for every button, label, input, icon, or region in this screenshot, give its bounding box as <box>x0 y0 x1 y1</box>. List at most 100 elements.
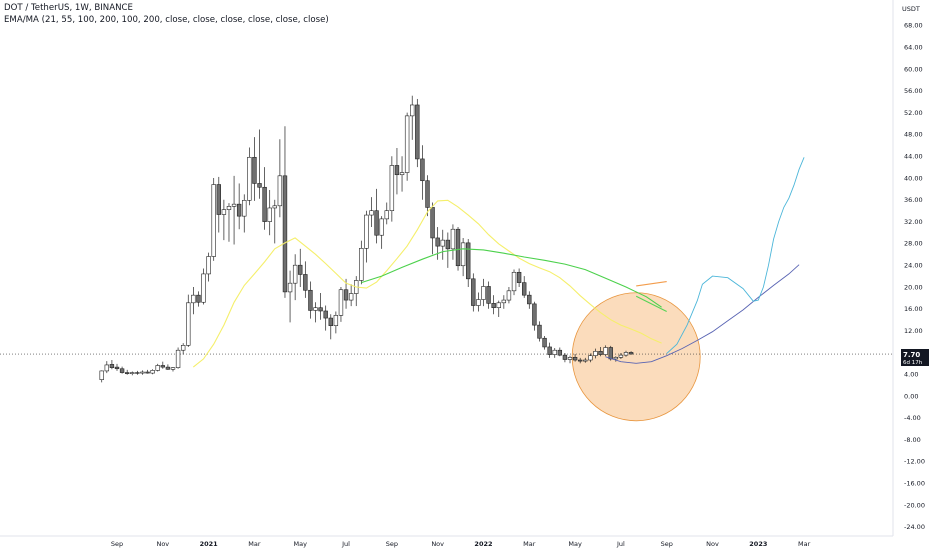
candle-body <box>577 359 583 362</box>
time-tick-label: Mar <box>523 540 536 548</box>
price-badge-countdown: 6d 17h <box>903 360 923 366</box>
candle-body <box>328 317 333 326</box>
candle-body <box>109 364 115 368</box>
candle-body <box>476 299 481 306</box>
price-tick-label: -12.00 <box>904 458 925 466</box>
price-tick-label: 28.00 <box>904 240 923 248</box>
candle-body <box>562 354 568 360</box>
candle-body <box>231 203 237 207</box>
candle-body <box>588 355 593 361</box>
time-axis[interactable]: Sep Nov 2021 Mar May Jul Sep Nov 2022 Mar May Jul Se… <box>111 540 811 548</box>
price-axis-unit: USDT <box>902 5 920 13</box>
candle-body <box>410 104 415 117</box>
price-tick-label: 12.00 <box>904 327 923 335</box>
candle-body <box>542 337 547 348</box>
candle-body <box>506 290 512 301</box>
candle-body <box>313 307 318 311</box>
ema-21-line <box>192 199 662 368</box>
time-tick-label: Jul <box>341 540 350 548</box>
candle-body <box>394 165 400 176</box>
candle-body <box>201 273 206 303</box>
candle-body <box>389 165 395 211</box>
candle-body <box>445 239 451 250</box>
price-tick-label: 20.00 <box>904 283 923 291</box>
candle-body <box>282 175 288 293</box>
candle-body <box>567 357 573 360</box>
moving-average-series <box>192 199 662 368</box>
candle-body <box>348 293 354 301</box>
price-tick-label: -16.00 <box>904 480 925 488</box>
candle-body <box>374 210 379 236</box>
candle-body <box>537 324 542 339</box>
candle-body <box>308 289 313 311</box>
time-tick-label: Nov <box>156 540 169 548</box>
candle-body <box>628 352 634 355</box>
candle-body <box>359 248 364 281</box>
candle-body <box>104 364 110 372</box>
candle-body <box>430 207 435 239</box>
candle-body <box>623 352 629 356</box>
candle-body <box>593 351 598 356</box>
candle-body <box>145 371 150 374</box>
candle-body <box>236 203 242 217</box>
projection-drawings <box>605 157 805 364</box>
candle-body <box>191 294 196 304</box>
price-tick-label: 32.00 <box>904 218 923 226</box>
time-tick-label: Sep <box>386 540 398 548</box>
candle-body <box>511 271 517 292</box>
candle-body <box>425 180 430 208</box>
candle-body <box>216 184 221 215</box>
candle-body <box>521 282 527 296</box>
candle-body <box>618 354 624 358</box>
time-tick-label: May <box>294 540 308 548</box>
time-tick-label: Mar <box>798 540 811 548</box>
candle-body <box>272 205 277 209</box>
candle-body <box>318 307 323 312</box>
candle-body <box>175 349 181 368</box>
price-tick-label: 56.00 <box>904 87 923 95</box>
candle-body <box>399 172 405 176</box>
candle-body <box>364 214 369 249</box>
price-badge-bg <box>901 349 929 366</box>
candle-body <box>501 299 507 304</box>
candle-body <box>547 346 552 355</box>
price-tick-label: 64.00 <box>904 44 923 52</box>
candle-body <box>124 372 130 374</box>
price-tick-label: -4.00 <box>904 414 921 422</box>
time-tick-label: 2022 <box>474 540 492 548</box>
time-tick-label: 2021 <box>200 540 219 548</box>
candle-body <box>206 256 211 275</box>
candle-body <box>165 366 171 370</box>
price-axis[interactable]: 68.00 64.00 60.00 56.00 52.00 48.00 44.00 40.00… <box>904 22 925 531</box>
price-tick-label: 60.00 <box>904 65 923 73</box>
price-badge-price: 7.70 <box>903 351 920 359</box>
price-tick-label: -24.00 <box>904 523 925 531</box>
candle-body <box>277 175 283 207</box>
price-tick-label: 52.00 <box>904 109 923 117</box>
price-tick-label: 4.00 <box>904 371 918 379</box>
candle-body <box>155 365 160 371</box>
price-tick-label: 36.00 <box>904 196 923 204</box>
candle-body <box>460 242 466 267</box>
time-tick-label: Sep <box>111 540 123 548</box>
candle-body <box>440 239 445 247</box>
candle-body <box>481 286 486 300</box>
price-tick-label: 68.00 <box>904 22 923 30</box>
candle-body <box>267 207 272 222</box>
candle-body <box>211 184 216 257</box>
highlight-circle <box>571 292 701 422</box>
candle-body <box>150 370 155 374</box>
candle-body <box>415 104 420 160</box>
price-tick-label: 40.00 <box>904 174 923 182</box>
ema-55-line <box>361 248 662 308</box>
candle-body <box>298 264 303 275</box>
candle-body <box>379 218 384 236</box>
candle-body <box>552 349 557 355</box>
candle-body <box>119 368 125 373</box>
candle-body <box>262 186 267 222</box>
candle-body <box>323 310 328 319</box>
price-tick-label: 16.00 <box>904 305 923 313</box>
candle-body <box>135 372 140 374</box>
candle-body <box>170 367 176 370</box>
